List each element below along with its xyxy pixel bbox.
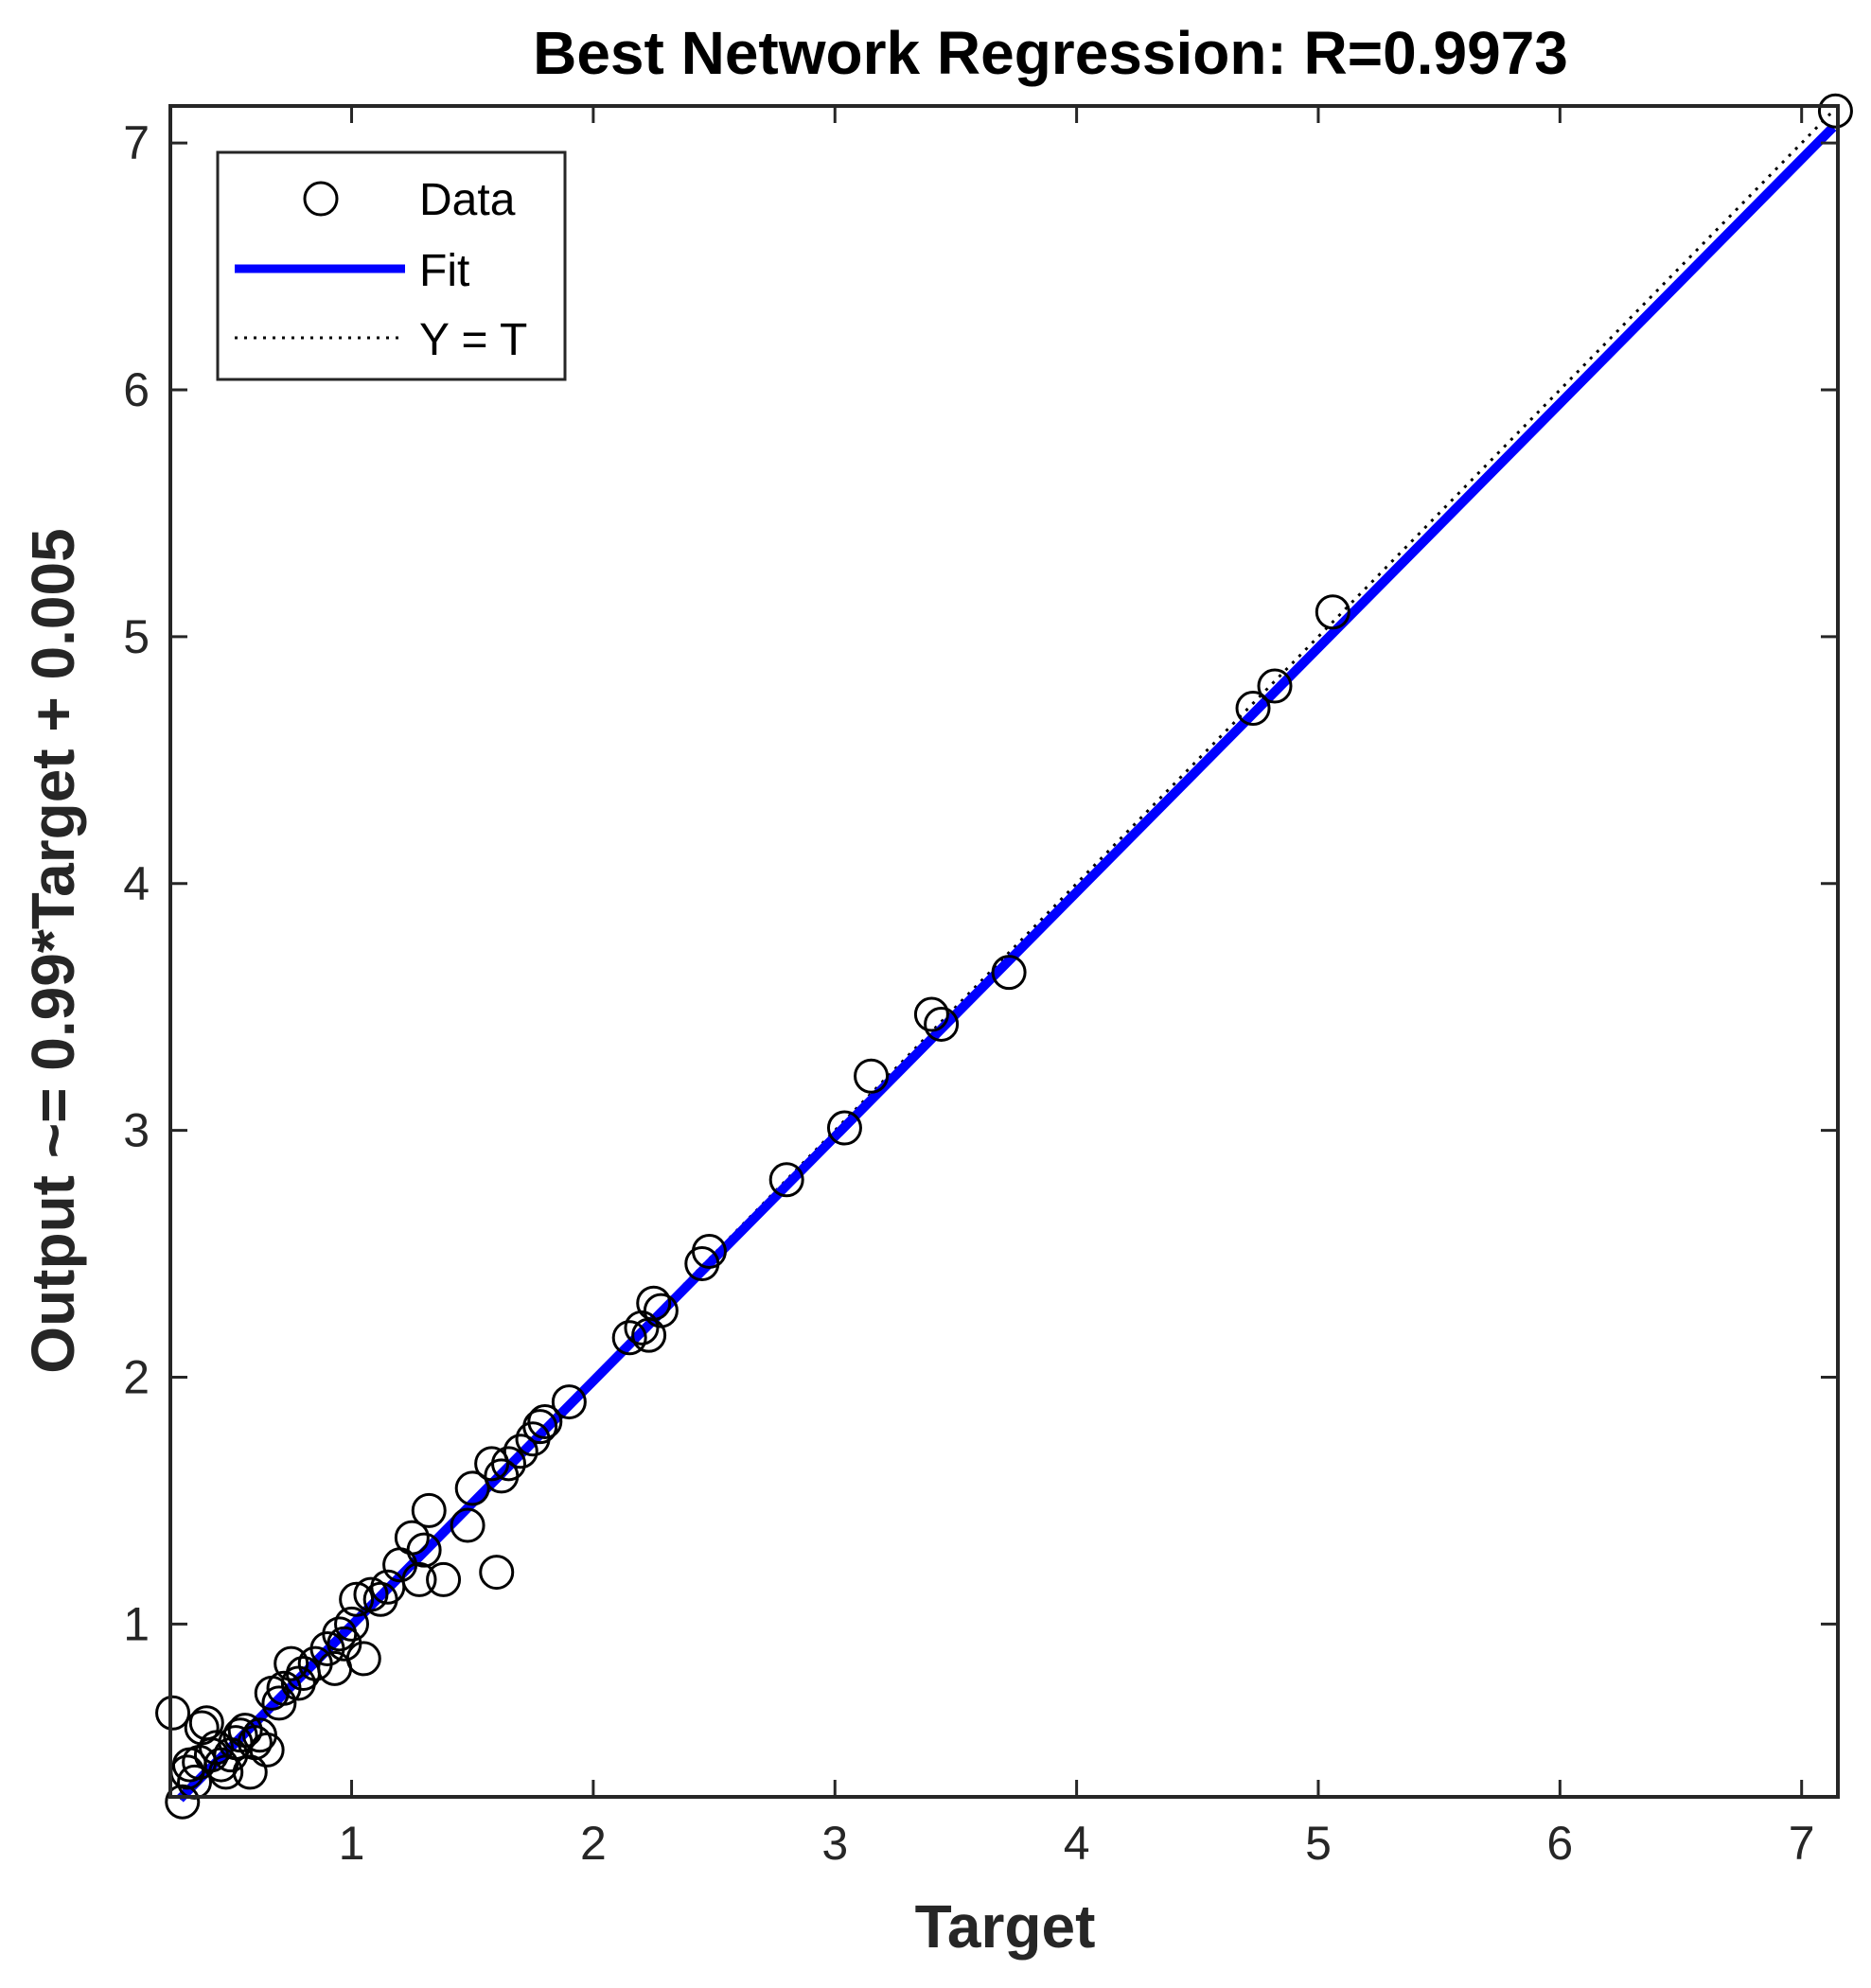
data-point: [261, 1685, 297, 1721]
fit-line: [176, 123, 1837, 1803]
data-point: [1257, 668, 1293, 704]
y-tick-label: 7: [123, 116, 150, 169]
x-axis-label: Target: [915, 1892, 1096, 1961]
data-point: [913, 996, 949, 1032]
y-tick-label: 3: [123, 1104, 150, 1157]
data-point: [426, 1561, 462, 1597]
y-tick-label: 5: [123, 610, 150, 663]
plot-area: [168, 104, 1840, 1799]
legend: Data Fit Y = T: [216, 150, 567, 381]
data-point: [611, 1320, 647, 1356]
y-tick-label: 2: [123, 1351, 150, 1404]
data-point: [232, 1754, 268, 1790]
data-point: [454, 1470, 490, 1506]
data-point: [691, 1233, 727, 1269]
legend-data-label: Data: [419, 175, 516, 225]
data-point: [527, 1403, 563, 1439]
data-point: [854, 1058, 890, 1094]
x-tick-label: 2: [580, 1817, 607, 1870]
data-point: [394, 1520, 430, 1556]
data-point: [1817, 93, 1853, 129]
data-point: [768, 1162, 804, 1198]
data-point: [450, 1507, 485, 1543]
legend-identity-label: Y = T: [419, 315, 527, 365]
data-point: [334, 1606, 370, 1642]
legend-data-marker: [303, 181, 339, 217]
data-point: [1235, 691, 1271, 727]
data-point: [406, 1532, 442, 1568]
data-point: [522, 1409, 558, 1445]
data-point: [1315, 594, 1350, 630]
data-point: [474, 1446, 510, 1482]
data-point: [345, 1641, 381, 1677]
data-point: [826, 1110, 862, 1146]
data-point: [479, 1555, 515, 1591]
data-point: [924, 1006, 960, 1042]
ticks-layer: 1 2 3 4 5 6 7 1 2 3 4 5 6 7: [123, 106, 1838, 1870]
data-point: [227, 1713, 263, 1749]
x-tick-label: 1: [339, 1817, 365, 1870]
data-point: [636, 1285, 672, 1321]
data-point: [991, 955, 1027, 991]
data-point: [165, 1784, 201, 1820]
data-point: [491, 1446, 527, 1482]
y-axis-label: Output ~= 0.99*Target + 0.005: [19, 528, 87, 1373]
legend-fit-label: Fit: [419, 246, 469, 296]
data-point: [155, 1695, 191, 1731]
x-tick-label: 6: [1546, 1817, 1573, 1870]
y-tick-label: 6: [123, 363, 150, 416]
data-point: [551, 1384, 587, 1420]
data-point: [411, 1492, 447, 1528]
x-tick-label: 3: [821, 1817, 848, 1870]
y-tick-label: 1: [123, 1597, 150, 1650]
data-point: [643, 1293, 679, 1328]
data-point: [339, 1581, 375, 1617]
data-point: [401, 1561, 437, 1597]
x-tick-label: 5: [1305, 1817, 1332, 1870]
data-point: [274, 1645, 309, 1681]
data-point: [249, 1732, 285, 1768]
x-tick-label: 4: [1064, 1817, 1090, 1870]
chart-title: Best Network Regression: R=0.9973: [533, 19, 1568, 87]
x-tick-label: 7: [1789, 1817, 1815, 1870]
plot-layer: [155, 93, 1853, 1820]
identity-line: [179, 110, 1834, 1801]
data-point: [503, 1434, 538, 1469]
y-tick-label: 4: [123, 857, 150, 910]
